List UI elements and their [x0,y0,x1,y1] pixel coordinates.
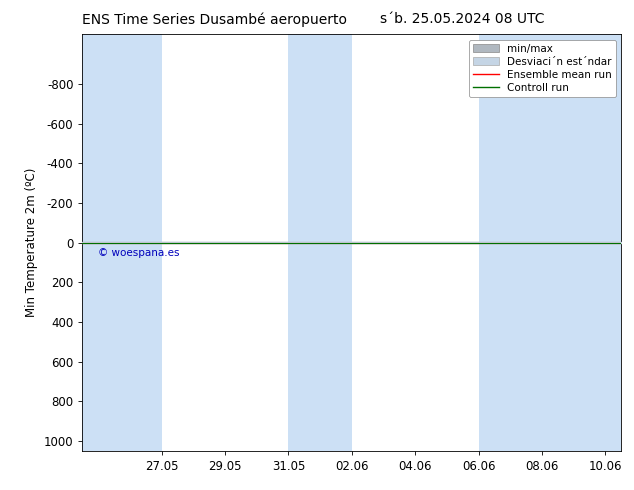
Text: s´b. 25.05.2024 08 UTC: s´b. 25.05.2024 08 UTC [380,12,545,26]
Bar [288,34,352,451]
Y-axis label: Min Temperature 2m (ºC): Min Temperature 2m (ºC) [25,168,38,317]
Legend: min/max, Desviaci´n est´ndar, Ensemble mean run, Controll run: min/max, Desviaci´n est´ndar, Ensemble m… [469,40,616,97]
Text: © woespana.es: © woespana.es [98,248,180,259]
Bar [479,34,621,451]
Text: ENS Time Series Dusambé aeropuerto: ENS Time Series Dusambé aeropuerto [82,12,347,27]
Bar [82,34,162,451]
